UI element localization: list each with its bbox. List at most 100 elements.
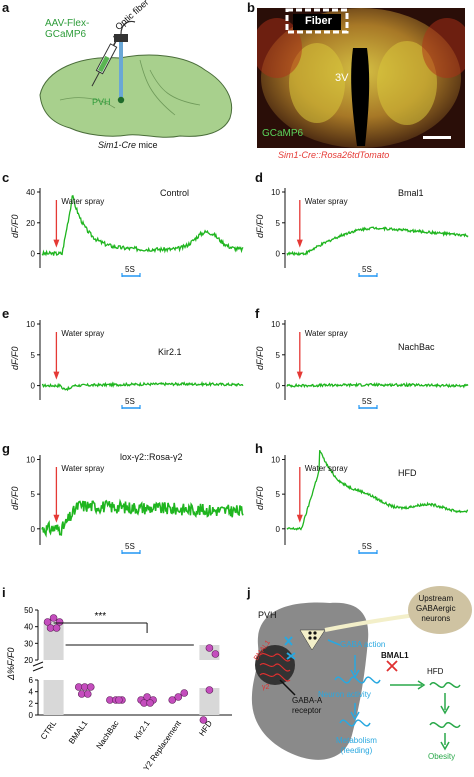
trace-f-stim-label: Water spray — [305, 329, 348, 338]
trace-title-y2: lox-γ2::Rosa-γ2 — [120, 452, 183, 462]
trace-d-scale-label: 5S — [362, 265, 372, 274]
scale-bar — [423, 136, 451, 139]
trace-h-stim-arrowhead — [296, 514, 303, 523]
panel-label-e: e — [2, 306, 10, 321]
i-dot-NachBac — [115, 696, 123, 704]
panel-label-f: f — [255, 306, 260, 321]
i-category-label: HFD — [197, 719, 214, 738]
panel-label-g: g — [2, 441, 10, 456]
fiber-track — [285, 8, 349, 34]
trace-h-tick-label: 5 — [276, 490, 281, 499]
trace-g-signal — [41, 498, 244, 538]
panel-label-c: c — [2, 170, 10, 185]
upstream-text-line2: GABAergic — [416, 604, 456, 613]
third-ventricle — [351, 48, 370, 146]
trace-c-scale-label: 5S — [125, 265, 135, 274]
trace-f-tick-label: 0 — [276, 382, 281, 391]
i-category-label: CTRL — [39, 719, 59, 742]
mice-caption: Sim1-Cre mice — [98, 140, 158, 150]
panel-label-h: h — [255, 441, 263, 456]
trace-title-kir: Kir2.1 — [158, 347, 182, 357]
trace-h-ylabel: dF/F0 — [255, 486, 265, 510]
gcamp-label: GCaMP6 — [262, 128, 304, 139]
trace-g-tick-label: 5 — [31, 490, 36, 499]
trace-title-bmal1: Bmal1 — [398, 188, 424, 198]
bmal1-right-text: BMAL1 — [381, 651, 409, 660]
i-ylabel: Δ%F/F0 — [6, 647, 16, 681]
trace-f-stim-arrowhead — [296, 371, 303, 380]
receptor-text-line1: GABA-A — [292, 696, 323, 705]
i-sig-stars: *** — [94, 611, 106, 622]
trace-e-stim-arrowhead — [53, 371, 60, 380]
fiber-photometry-traces: 40 20 0 dF/F0 Water spray 5S 10 5 0 dF/F0 Water sp… — [10, 188, 469, 554]
model-schematic — [251, 586, 472, 760]
metabolism-text-line2: (feeding) — [340, 746, 373, 755]
metabolism-text: Metabolism (feeding) — [336, 736, 377, 756]
trace-d-tick-label: 5 — [276, 219, 281, 228]
trace-e-scale-label: 5S — [125, 397, 135, 406]
i-dot-CTRL — [49, 614, 58, 622]
trace-g-ylabel: dF/F0 — [10, 486, 20, 510]
i-dot-HFD — [211, 650, 220, 658]
trace-h-scale-label: 5S — [362, 542, 372, 551]
i-dot-CTRL — [43, 618, 52, 626]
panel-label-j: j — [247, 585, 251, 600]
brain-schematic — [39, 20, 232, 138]
panel-label-d: d — [255, 170, 263, 185]
i-dot-Kir2.1 — [146, 699, 154, 707]
histology-image — [257, 8, 465, 148]
upstream-text: Upstream GABAergic neurons — [416, 594, 456, 624]
i-axis-break — [32, 661, 44, 672]
panel-label-a: a — [2, 0, 10, 15]
trace-d-stim-arrowhead — [296, 239, 303, 248]
panel-label-i: i — [2, 585, 6, 600]
panel-label-b: b — [247, 0, 255, 15]
virus-label: AAV-Flex- GCaMP6 — [45, 18, 89, 40]
trace-e-signal — [41, 380, 244, 392]
trace-c-tick-label: 0 — [31, 250, 36, 259]
i-dot-BMAL1 — [86, 683, 95, 691]
i-ytick-label-top: 50 — [24, 606, 33, 615]
trace-g-stim-label: Water spray — [61, 464, 104, 473]
trace-d-signal — [286, 226, 469, 257]
i-category-label: NachBac — [95, 719, 121, 751]
trace-f-tick-label: 10 — [271, 320, 280, 329]
gaba-action-text: GABA action — [340, 640, 386, 649]
trace-h-tick-label: 10 — [271, 456, 280, 465]
trace-g-stim-arrowhead — [53, 514, 60, 523]
trace-c-ylabel: dF/F0 — [10, 214, 20, 238]
trace-h-stim-label: Water spray — [305, 464, 348, 473]
block-icon — [386, 660, 398, 672]
metabolism-text-line1: Metabolism — [336, 736, 377, 745]
i-dot-HFD — [205, 686, 214, 694]
trace-h-signal — [286, 449, 469, 531]
i-ytick-label-top: 40 — [24, 623, 33, 632]
trace-e-tick-label: 10 — [26, 320, 35, 329]
trace-e-stim-label: Water spray — [61, 329, 104, 338]
trace-c-signal — [41, 194, 244, 257]
i-dot-CTRL — [52, 624, 61, 632]
i-dot-CTRL — [55, 618, 64, 626]
i-dot-Kir2.1 — [143, 693, 151, 701]
i-bar-hfd-lower — [199, 688, 220, 715]
trace-f-tick-label: 5 — [276, 351, 281, 360]
trace-title-control: Control — [160, 188, 190, 198]
virus-label-line1: AAV-Flex- — [45, 18, 90, 29]
fiber-label: Fiber — [305, 15, 332, 27]
upstream-text-line1: Upstream — [418, 594, 454, 603]
trace-d-tick-label: 0 — [276, 250, 281, 259]
trace-g-tick-label: 10 — [26, 456, 35, 465]
i-ytick-label-bottom: 6 — [29, 676, 34, 685]
trace-c-stim-label: Water spray — [61, 197, 104, 206]
trace-f-signal — [286, 381, 469, 389]
i-dot-Y2 Replacement — [174, 693, 183, 701]
trace-f-ylabel: dF/F0 — [255, 346, 265, 370]
i-bar-ctrl-lower — [43, 680, 64, 715]
trace-c-tick-label: 20 — [26, 219, 35, 228]
i-ytick-label-bottom: 4 — [29, 688, 34, 697]
trace-c-tick-label: 40 — [26, 188, 35, 197]
i-ytick-label-top: 30 — [24, 639, 33, 648]
ventricle-label: 3V — [335, 72, 349, 84]
syringe-icon — [91, 35, 122, 87]
trace-h-tick-label: 0 — [276, 525, 281, 534]
